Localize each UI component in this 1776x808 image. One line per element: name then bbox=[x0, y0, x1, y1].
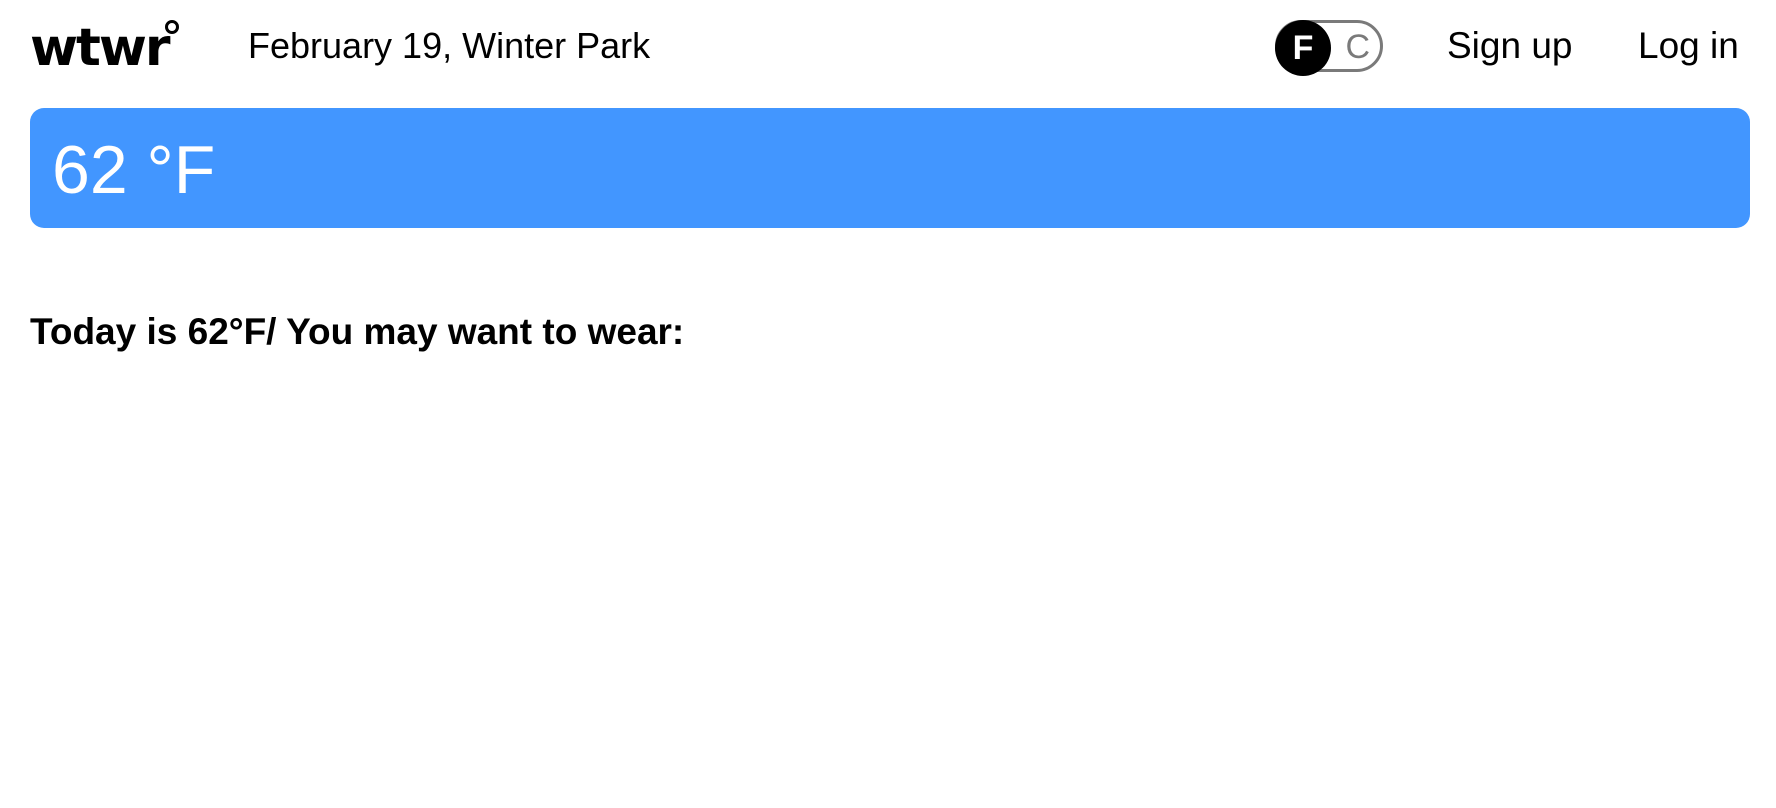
logo-degree-icon bbox=[164, 20, 179, 34]
header: wtwr February 19, Winter Park F C Sign u… bbox=[0, 0, 1776, 96]
wear-recommendation-heading: Today is 62°F/ You may want to wear: bbox=[30, 311, 685, 352]
toggle-other-unit: C bbox=[1345, 28, 1370, 66]
logo[interactable]: wtwr bbox=[30, 8, 179, 88]
temperature-unit-toggle[interactable]: F C bbox=[1275, 20, 1383, 76]
date-location: February 19, Winter Park bbox=[248, 25, 651, 66]
logo-text: wtwr bbox=[30, 18, 171, 78]
toggle-selected-unit: F bbox=[1275, 20, 1331, 76]
signup-button[interactable]: Sign up bbox=[1447, 25, 1573, 66]
login-button[interactable]: Log in bbox=[1638, 25, 1739, 66]
weather-card: 62 °F bbox=[30, 108, 1750, 228]
temperature-value: 62 °F bbox=[52, 132, 216, 208]
